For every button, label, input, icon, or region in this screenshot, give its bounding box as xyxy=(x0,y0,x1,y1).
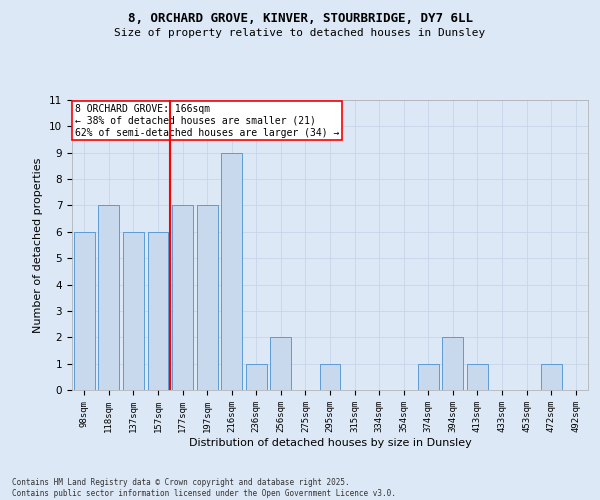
Bar xyxy=(467,364,488,390)
X-axis label: Distribution of detached houses by size in Dunsley: Distribution of detached houses by size … xyxy=(188,438,472,448)
Text: Size of property relative to detached houses in Dunsley: Size of property relative to detached ho… xyxy=(115,28,485,38)
Bar xyxy=(172,206,193,390)
Bar xyxy=(123,232,144,390)
Bar xyxy=(98,206,119,390)
Bar xyxy=(197,206,218,390)
Bar xyxy=(320,364,340,390)
Bar xyxy=(74,232,95,390)
Bar xyxy=(541,364,562,390)
Bar xyxy=(148,232,169,390)
Bar xyxy=(418,364,439,390)
Y-axis label: Number of detached properties: Number of detached properties xyxy=(34,158,43,332)
Bar xyxy=(442,338,463,390)
Text: 8 ORCHARD GROVE: 166sqm
← 38% of detached houses are smaller (21)
62% of semi-de: 8 ORCHARD GROVE: 166sqm ← 38% of detache… xyxy=(74,104,339,138)
Text: 8, ORCHARD GROVE, KINVER, STOURBRIDGE, DY7 6LL: 8, ORCHARD GROVE, KINVER, STOURBRIDGE, D… xyxy=(128,12,473,26)
Bar xyxy=(271,338,292,390)
Text: Contains HM Land Registry data © Crown copyright and database right 2025.
Contai: Contains HM Land Registry data © Crown c… xyxy=(12,478,396,498)
Bar xyxy=(246,364,267,390)
Bar xyxy=(221,152,242,390)
